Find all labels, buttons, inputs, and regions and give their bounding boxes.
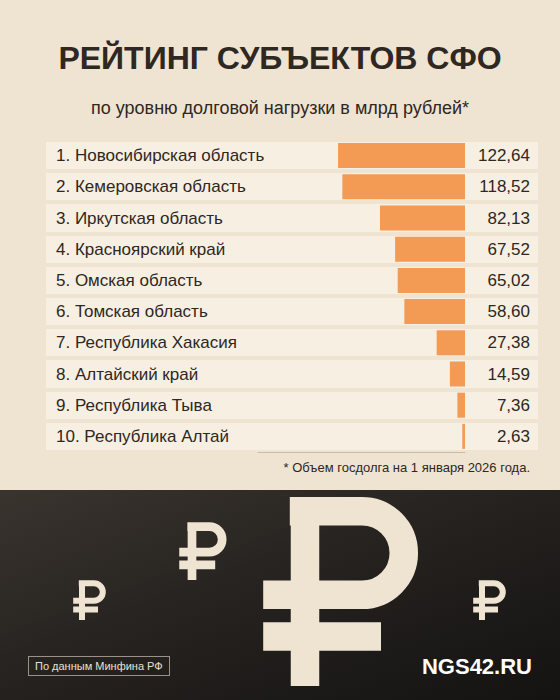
svg-text:7,36: 7,36 bbox=[497, 396, 530, 415]
html-text:* Объем госдолга на 1 января 2: * Объем госдолга на 1 января 2026 года. bbox=[283, 460, 530, 475]
svg-text:58,60: 58,60 bbox=[487, 302, 530, 321]
svg-text:65,02: 65,02 bbox=[487, 271, 530, 290]
html-text:РЕЙТИНГ СУБЪЕКТОВ СФО: РЕЙТИНГ СУБЪЕКТОВ СФО bbox=[58, 40, 502, 76]
svg-text:7. Республика Хакасия: 7. Республика Хакасия bbox=[56, 333, 237, 352]
svg-text:67,52: 67,52 bbox=[487, 240, 530, 259]
svg-text:118,52: 118,52 bbox=[479, 177, 530, 196]
html-text:По данным Минфина РФ: По данным Минфина РФ bbox=[35, 660, 163, 672]
svg-text:82,13: 82,13 bbox=[487, 209, 530, 228]
svg-text:6. Томская область: 6. Томская область bbox=[56, 302, 208, 321]
svg-text:1. Новосибирская область: 1. Новосибирская область bbox=[56, 146, 264, 165]
svg-text:5. Омская область: 5. Омская область bbox=[56, 271, 203, 290]
svg-text:122,64: 122,64 bbox=[478, 146, 530, 165]
svg-text:14,59: 14,59 bbox=[487, 365, 530, 384]
html-text:по уровню долговой нагрузки в: по уровню долговой нагрузки в млрд рубле… bbox=[91, 98, 469, 118]
svg-text:2,63: 2,63 bbox=[497, 427, 530, 446]
svg-text:10. Республика Алтай: 10. Республика Алтай bbox=[56, 427, 229, 446]
svg-text:27,38: 27,38 bbox=[487, 333, 530, 352]
svg-text:2. Кемеровская область: 2. Кемеровская область bbox=[56, 177, 246, 196]
svg-text:4. Красноярский край: 4. Красноярский край bbox=[56, 240, 225, 259]
svg-text:8. Алтайский край: 8. Алтайский край bbox=[56, 365, 198, 384]
svg-text:9. Республика Тыва: 9. Республика Тыва bbox=[56, 396, 212, 415]
html-text:NGS42.RU: NGS42.RU bbox=[422, 654, 532, 679]
svg-text:3. Иркутская область: 3. Иркутская область bbox=[56, 209, 223, 228]
